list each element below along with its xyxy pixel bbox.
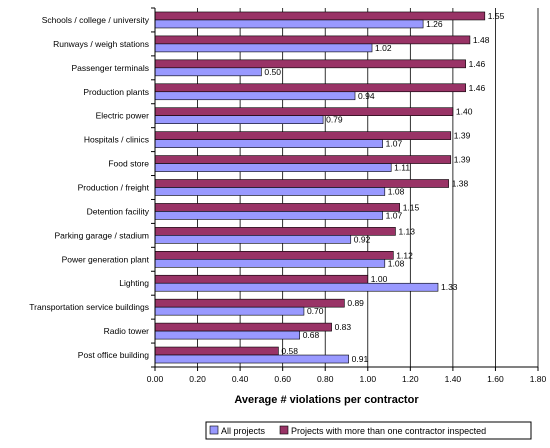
bar-multi-contractor (154, 179, 449, 188)
x-tick-label: 1.40 (445, 374, 462, 384)
bar-all-projects (154, 282, 439, 292)
x-tick-label: 0.20 (189, 374, 206, 384)
category-label: Schools / college / university (42, 15, 150, 25)
value-label-multi-contractor: 1.00 (371, 274, 388, 284)
category-label: Detention facility (87, 206, 150, 216)
bar-multi-contractor (154, 83, 466, 93)
category-label: Lighting (119, 278, 149, 288)
x-tick-label: 1.80 (530, 374, 547, 384)
bar-multi-contractor (154, 251, 394, 260)
bar-multi-contractor (154, 59, 466, 69)
value-label-multi-contractor: 0.58 (281, 346, 298, 356)
value-label-all-projects: 1.08 (388, 187, 405, 197)
bar-multi-contractor (154, 107, 454, 116)
category-label: Hospitals / clinics (84, 135, 149, 145)
bar-all-projects (154, 19, 424, 29)
category-label: Runways / weigh stations (53, 39, 149, 49)
value-label-all-projects: 1.08 (388, 258, 405, 268)
bar-multi-contractor (154, 35, 471, 45)
value-label-multi-contractor: 1.46 (469, 59, 486, 69)
value-label-multi-contractor: 1.46 (469, 83, 486, 93)
bar-all-projects (154, 306, 305, 316)
category-label: Parking garage / stadium (55, 230, 150, 240)
value-label-all-projects: 0.79 (326, 115, 343, 125)
value-label-multi-contractor: 1.48 (473, 35, 490, 45)
value-label-multi-contractor: 1.12 (396, 250, 413, 260)
value-label-all-projects: 0.50 (264, 67, 281, 77)
value-label-multi-contractor: 0.83 (335, 322, 352, 332)
bar-all-projects (154, 211, 383, 220)
x-tick-label: 1.00 (360, 374, 377, 384)
legend-swatch-all-projects (209, 425, 219, 435)
value-label-all-projects: 1.07 (386, 210, 403, 220)
bar-all-projects (154, 67, 262, 77)
value-label-all-projects: 0.70 (307, 306, 324, 316)
value-labels: 1.55 1.26 1.48 1.02 1.46 0.50 1.46 0.94 1.40 0.79… (264, 11, 504, 364)
x-axis-ticks: 0.00 0.20 0.40 0.60 0.80 1.00 1.20 1.40 1.60 1.80 (147, 7, 547, 384)
bar-multi-contractor (154, 274, 369, 284)
bar-multi-contractor (154, 346, 279, 356)
bar-all-projects (154, 115, 324, 124)
value-label-multi-contractor: 1.55 (488, 11, 505, 21)
value-label-multi-contractor: 1.13 (398, 226, 415, 236)
category-label: Radio tower (104, 326, 150, 336)
value-label-all-projects: 0.91 (352, 354, 369, 364)
value-label-multi-contractor: 1.39 (454, 155, 471, 165)
x-tick-label: 0.60 (274, 374, 291, 384)
bar-all-projects (154, 187, 386, 196)
value-label-all-projects: 0.68 (303, 330, 320, 340)
x-axis-title: Average # violations per contractor (234, 394, 419, 406)
bar-all-projects (154, 235, 352, 244)
category-label: Power generation plant (62, 254, 150, 264)
value-label-all-projects: 1.07 (386, 139, 403, 149)
category-labels: Schools / college / university Runways / … (29, 15, 149, 360)
bar-all-projects (154, 330, 300, 340)
legend-swatch-multi-contractor (279, 425, 289, 435)
bar-all-projects (154, 91, 356, 101)
category-label: Passenger terminals (72, 63, 149, 73)
legend-label-multi-contractor: Projects with more than one contractor i… (291, 426, 486, 436)
bar-multi-contractor (154, 203, 400, 212)
bar-all-projects (154, 258, 386, 268)
bar-all-projects (154, 163, 392, 172)
value-label-all-projects: 0.92 (354, 234, 371, 244)
x-tick-label: 1.20 (402, 374, 419, 384)
x-tick-label: 0.40 (232, 374, 249, 384)
value-label-multi-contractor: 1.40 (456, 107, 473, 117)
value-label-multi-contractor: 0.89 (347, 298, 364, 308)
category-label: Post office building (78, 350, 149, 360)
category-label: Transportation service buildings (29, 302, 149, 312)
category-label: Electric power (96, 111, 150, 121)
value-label-multi-contractor: 1.38 (452, 179, 469, 189)
x-tick-label: 1.60 (487, 374, 504, 384)
value-label-all-projects: 0.94 (358, 91, 375, 101)
bar-multi-contractor (154, 131, 452, 140)
value-label-all-projects: 1.11 (394, 163, 410, 173)
category-label: Production plants (83, 87, 149, 97)
legend: All projects Projects with more than one… (205, 421, 532, 440)
value-label-all-projects: 1.33 (441, 282, 458, 292)
bar-all-projects (154, 139, 383, 148)
value-label-multi-contractor: 1.39 (454, 131, 471, 141)
x-tick-label: 0.00 (147, 374, 164, 384)
category-label: Food store (108, 159, 149, 169)
value-label-multi-contractor: 1.15 (403, 202, 420, 212)
value-label-all-projects: 1.02 (375, 43, 392, 53)
bar-all-projects (154, 354, 349, 364)
legend-label-all-projects: All projects (221, 426, 266, 436)
x-tick-label: 0.80 (317, 374, 334, 384)
value-label-all-projects: 1.26 (426, 19, 443, 29)
bar-all-projects (154, 43, 373, 53)
category-label: Production / freight (78, 183, 150, 193)
